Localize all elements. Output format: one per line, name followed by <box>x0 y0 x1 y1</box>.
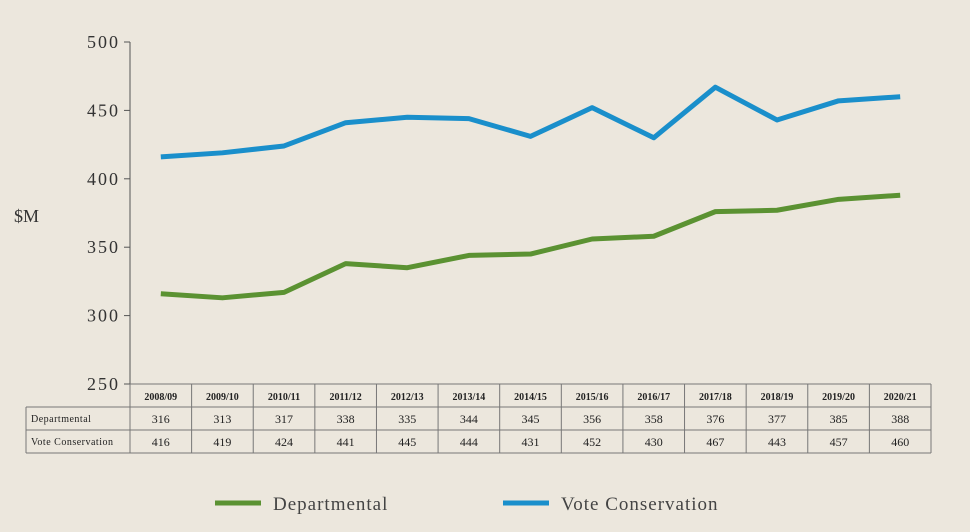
legend: Departmental Vote Conservation <box>215 494 719 515</box>
y-tick-label: 300 <box>87 306 120 326</box>
legend-label: Departmental <box>273 494 388 515</box>
table-cell-value: 452 <box>583 435 601 449</box>
table-cell-value: 356 <box>583 412 601 426</box>
table-cell-value: 358 <box>645 412 663 426</box>
table-cell-value: 313 <box>213 412 231 426</box>
table-cell-value: 467 <box>706 435 724 449</box>
category-label: 2008/09 <box>144 392 177 403</box>
data-table: 2008/09 2009/10 2010/11 2011/12 2012/13 2013/… <box>25 383 932 454</box>
category-label: 2020/21 <box>884 392 917 403</box>
table-cell-value: 317 <box>275 412 293 426</box>
category-label: 2019/20 <box>822 392 855 403</box>
y-tick-label: 500 <box>87 32 120 52</box>
y-tick-label: 350 <box>87 237 120 257</box>
y-tick-label: 250 <box>87 374 120 394</box>
table-cell-value: 316 <box>152 412 170 426</box>
table-cell-value: 416 <box>152 435 170 449</box>
table-cell-value: 444 <box>460 435 478 449</box>
table-cell-value: 457 <box>830 435 848 449</box>
y-axis-unit-label: $M <box>14 206 39 226</box>
plot-area <box>160 84 901 301</box>
table-cell-value: 376 <box>706 412 724 426</box>
table-row-label: Departmental <box>31 414 91 425</box>
category-label: 2015/16 <box>576 392 609 403</box>
table-cell-value: 424 <box>275 435 293 449</box>
category-label: 2017/18 <box>699 392 732 403</box>
table-cell-value: 430 <box>645 435 663 449</box>
category-label: 2009/10 <box>206 392 239 403</box>
category-label: 2016/17 <box>637 392 670 403</box>
table-cell-value: 441 <box>337 435 355 449</box>
table-cell-value: 460 <box>891 435 909 449</box>
series-line-departmental <box>160 192 901 301</box>
category-label: 2010/11 <box>268 392 300 403</box>
legend-label: Vote Conservation <box>561 494 719 515</box>
category-label: 2014/15 <box>514 392 547 403</box>
table-cell-value: 377 <box>768 412 786 426</box>
table-cell-value: 445 <box>398 435 416 449</box>
category-label: 2012/13 <box>391 392 424 403</box>
category-label: 2011/12 <box>330 392 362 403</box>
table-cell-value: 338 <box>337 412 355 426</box>
category-label: 2013/14 <box>452 392 485 403</box>
table-row-label: Vote Conservation <box>31 437 113 448</box>
table-cell-value: 385 <box>830 412 848 426</box>
table-cell-value: 345 <box>522 412 540 426</box>
table-cell-value: 344 <box>460 412 478 426</box>
table-cell-value: 443 <box>768 435 786 449</box>
table-cell-value: 335 <box>398 412 416 426</box>
table-cell-value: 388 <box>891 412 909 426</box>
table-cell-value: 419 <box>213 435 231 449</box>
table-cell-value: 431 <box>522 435 540 449</box>
y-axis-ticks: 250 300 350 400 450 500 <box>87 32 130 394</box>
y-tick-label: 400 <box>87 169 120 189</box>
category-label: 2018/19 <box>761 392 794 403</box>
series-line-vote-conservation <box>160 84 901 160</box>
y-tick-label: 450 <box>87 100 120 120</box>
